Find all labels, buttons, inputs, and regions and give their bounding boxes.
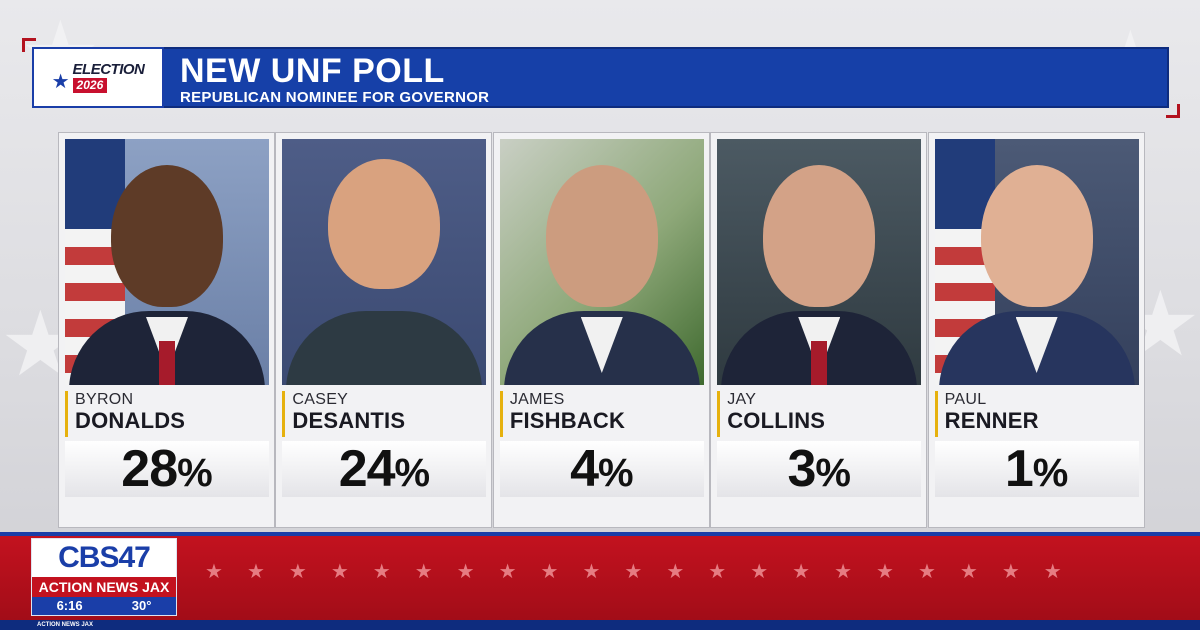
candidate-last-name: RENNER [944,408,1039,433]
logo-election-text: ELECTION [72,60,145,78]
station-logo: CBS47 [32,539,176,577]
percent-sign: % [815,451,851,495]
candidate-name: JAY COLLINS [717,391,921,437]
star-icon: ★ [750,561,769,583]
star-icon: ★ [540,561,559,583]
title-bar: NEW UNF POLL REPUBLICAN NOMINEE FOR GOVE… [164,47,1169,108]
percent-sign: % [597,451,634,495]
star-icon: ★ [917,561,936,583]
candidate-percent: 4% [499,440,704,498]
percent-value: 4 [570,440,599,498]
star-icon: ★ [1043,561,1062,583]
candidate-photo [934,139,1139,385]
candidate-card-desantis: CASEY DESANTIS 24% [275,132,493,528]
star-icon: ★ [330,561,349,583]
candidate-photo [717,139,922,385]
candidate-name: BYRON DONALDS [65,391,269,437]
page-title: NEW UNF POLL [180,52,445,90]
candidate-card-collins: JAY COLLINS 3% [710,132,928,528]
percent-value: 28 [121,440,178,498]
candidate-name: PAUL RENNER [934,391,1139,437]
star-icon: ★ [834,561,852,583]
star-icon: ★ [372,561,391,583]
star-icon: ★ [792,561,811,583]
lower-third-bar: ★ ★ ★ ★ ★ ★ ★ ★ ★ ★ ★ ★ ★ ★ ★ ★ ★ ★ ★ ★ ★ [0,532,1200,630]
candidate-card-donalds: BYRON DONALDS 28% [58,132,275,528]
star-icon: ★ [205,561,223,583]
corner-bracket-bottom-right [1166,104,1180,118]
star-icon: ★ [959,561,978,583]
candidate-first-name: PAUL [944,391,987,408]
star-icon: ★ [876,561,894,583]
election-logo: ★ ELECTION 2026 [32,47,164,108]
time-weather: 6:16 30° [32,597,176,615]
candidate-first-name: JAY [727,391,757,408]
star-icon: ★ [456,561,475,583]
candidate-last-name: COLLINS [727,408,826,433]
corner-bracket-top-left [22,38,36,52]
candidate-first-name: CASEY [292,391,349,408]
star-icon: ★ [498,561,517,583]
candidate-first-name: BYRON [75,391,134,408]
news-ticker [0,620,1200,630]
percent-value: 3 [787,440,816,498]
decorative-stars: ★ ★ ★ ★ ★ ★ ★ ★ ★ ★ ★ ★ ★ ★ ★ ★ ★ ★ ★ ★ ★ [205,562,1062,582]
temperature: 30° [131,598,152,613]
percent-value: 24 [338,440,396,498]
graphic-header: ★ ELECTION 2026 NEW UNF POLL REPUBLICAN … [32,47,1169,108]
star-icon: ★ [288,561,307,583]
star-icon: ★ [414,561,433,583]
star-icon: ★ [708,561,727,583]
candidate-last-name: DESANTIS [292,408,406,433]
candidate-name: CASEY DESANTIS [282,391,486,437]
percent-sign: % [1032,451,1069,495]
star-icon: ★ [1001,561,1020,583]
station-bug: CBS47 ACTION NEWS JAX 6:16 30° [31,538,177,616]
candidate-percent: 28% [65,441,269,497]
candidate-percent: 1% [934,440,1139,498]
candidate-name: JAMES FISHBACK [499,391,704,437]
candidate-cards: BYRON DONALDS 28% CASEY DESANTIS 24% JAM… [58,132,1145,528]
candidate-first-name: JAMES [509,391,565,408]
candidate-photo [282,139,487,385]
percent-sign: % [177,451,213,495]
candidate-card-renner: PAUL RENNER 1% [927,132,1145,528]
star-icon: ★ [624,561,643,583]
candidate-photo [65,139,269,385]
candidate-card-fishback: JAMES FISHBACK 4% [492,132,710,528]
percent-value: 1 [1004,440,1034,498]
candidate-last-name: DONALDS [75,408,186,433]
candidate-photo [499,139,704,385]
candidate-percent: 3% [717,440,922,498]
candidate-last-name: FISHBACK [509,408,626,433]
clock-time: 6:16 [56,598,83,613]
percent-sign: % [394,451,431,495]
logo-year-text: 2026 [72,77,108,94]
candidate-percent: 24% [282,440,487,498]
star-icon: ★ [51,70,70,93]
star-icon: ★ [246,561,265,583]
page-subtitle: REPUBLICAN NOMINEE FOR GOVERNOR [180,89,490,106]
star-icon: ★ [666,561,685,583]
star-icon: ★ [582,561,601,583]
station-brand: ACTION NEWS JAX [32,577,176,597]
ticker-label: ACTION NEWS JAX [37,622,94,628]
